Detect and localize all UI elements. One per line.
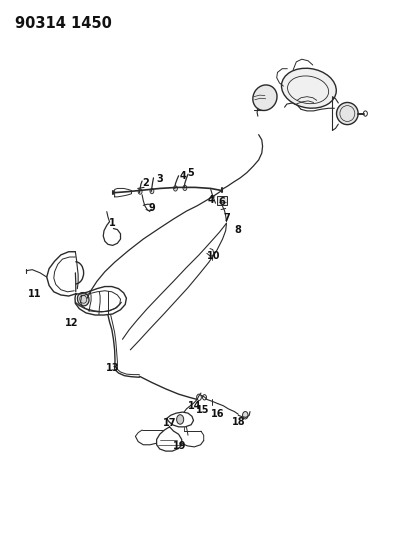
Circle shape xyxy=(242,411,248,419)
Circle shape xyxy=(177,415,184,424)
Text: 1: 1 xyxy=(109,218,115,228)
Ellipse shape xyxy=(253,85,277,110)
Circle shape xyxy=(203,394,207,400)
Ellipse shape xyxy=(281,68,336,108)
Text: 5: 5 xyxy=(187,167,194,177)
Text: 4: 4 xyxy=(207,195,214,205)
Text: 9: 9 xyxy=(148,204,155,214)
Text: 12: 12 xyxy=(65,318,78,328)
Text: 14: 14 xyxy=(187,401,201,411)
Ellipse shape xyxy=(337,102,358,125)
Text: 8: 8 xyxy=(234,224,241,235)
Text: 6: 6 xyxy=(219,197,225,207)
Text: 2: 2 xyxy=(142,178,149,188)
Text: 4: 4 xyxy=(179,171,186,181)
Text: 19: 19 xyxy=(174,441,187,451)
Circle shape xyxy=(197,394,201,400)
Text: 10: 10 xyxy=(207,252,220,262)
Text: 90314 1450: 90314 1450 xyxy=(15,16,111,31)
Text: 7: 7 xyxy=(223,213,230,223)
Circle shape xyxy=(363,111,367,116)
Text: 13: 13 xyxy=(106,363,119,373)
Text: 15: 15 xyxy=(196,405,210,415)
FancyBboxPatch shape xyxy=(217,196,227,205)
Circle shape xyxy=(150,189,154,193)
Ellipse shape xyxy=(77,293,89,306)
Circle shape xyxy=(138,189,142,194)
Text: 3: 3 xyxy=(156,174,163,184)
Circle shape xyxy=(183,185,187,191)
Text: 11: 11 xyxy=(28,289,42,299)
Text: 16: 16 xyxy=(211,409,224,419)
Circle shape xyxy=(174,186,178,191)
Text: 18: 18 xyxy=(232,417,246,427)
Text: 17: 17 xyxy=(163,418,176,428)
